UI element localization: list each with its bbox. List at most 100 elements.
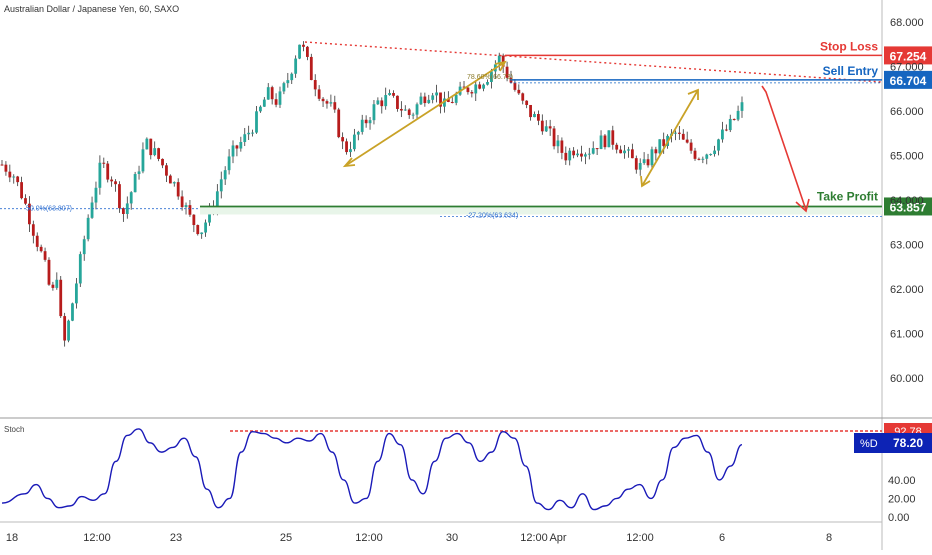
candle-down: [192, 214, 196, 226]
candle-down: [157, 148, 161, 159]
levels-layer: Stop Loss 67.254 Sell Entry 66.704 78.60%(66…: [0, 39, 932, 219]
time-tick-label: 6: [719, 532, 725, 544]
candle-up: [133, 174, 137, 193]
candle-up: [125, 203, 129, 214]
candle-up: [721, 129, 724, 140]
candle-up: [705, 154, 709, 159]
candle-down: [4, 164, 8, 172]
candle-up: [184, 205, 188, 208]
candle-down: [121, 208, 125, 214]
candle-up: [701, 158, 705, 160]
candle-down: [102, 162, 106, 164]
candle-up: [208, 207, 211, 223]
candle-down: [580, 153, 583, 157]
candle-up: [427, 99, 431, 104]
price-tick-label: 68.000: [890, 17, 924, 29]
projection-arrow-head: [795, 198, 810, 213]
candle-down: [337, 109, 341, 138]
candle-down: [537, 113, 540, 121]
candle-down: [478, 84, 482, 89]
candle-down: [396, 95, 399, 109]
candle-down: [513, 82, 517, 90]
stoch-tick-label: 40.00: [888, 475, 916, 487]
candle-down: [47, 259, 51, 285]
candle-up: [255, 111, 258, 133]
candle-up: [129, 192, 133, 204]
candle-up: [356, 131, 360, 135]
trend-arrow-2-head-b: [687, 88, 699, 100]
candle-down: [521, 93, 525, 101]
candle-up: [623, 150, 626, 154]
candle-up: [82, 239, 86, 255]
candle-down: [677, 132, 681, 134]
candle-down: [321, 98, 325, 102]
time-tick-label: 8: [826, 532, 832, 544]
candle-up: [329, 102, 333, 104]
candle-up: [568, 150, 572, 161]
candle-down: [8, 171, 12, 178]
candle-up: [497, 55, 501, 65]
time-tick-label: 12:00: [83, 532, 111, 544]
candle-down: [634, 158, 638, 170]
candle-down: [31, 224, 35, 236]
candle-up: [372, 104, 376, 121]
price-tick-label: 60.000: [890, 373, 924, 385]
candle-up: [474, 84, 478, 94]
candle-up: [266, 87, 270, 100]
time-tick-label: 25: [280, 532, 292, 544]
candle-up: [145, 138, 149, 150]
candle-up: [717, 139, 720, 151]
trend-arrow-2: [641, 89, 699, 187]
candle-up: [349, 149, 352, 153]
fib-618-label: 78.60%(66.73): [467, 74, 513, 81]
price-tick-label: 65.000: [890, 151, 924, 163]
candle-down: [630, 149, 634, 159]
candle-down: [345, 141, 348, 153]
candle-up: [728, 118, 732, 131]
candle-up: [239, 142, 243, 149]
candle-up: [376, 100, 380, 105]
candle-up: [290, 73, 294, 81]
candle-down: [20, 182, 23, 199]
candle-down: [270, 87, 274, 100]
candle-down: [646, 159, 650, 166]
candle-up: [587, 153, 591, 155]
candle-down: [110, 179, 114, 182]
candle-down: [274, 99, 278, 105]
sell-entry-price-box: [884, 70, 932, 89]
sell-entry-price-text: 66.704: [890, 74, 927, 88]
fib-500-label: 50.0%(63.807): [26, 206, 72, 213]
time-tick-label: 12:00: [355, 532, 383, 544]
candle-up: [231, 145, 235, 157]
candles-layer: [0, 41, 744, 347]
time-tick-label: 12:00: [626, 532, 654, 544]
candle-up: [352, 134, 356, 150]
price-tick-label: 64.000: [890, 195, 924, 207]
candle-down: [235, 145, 239, 149]
candle-up: [454, 94, 458, 103]
candle-up: [658, 139, 662, 154]
candle-up: [200, 232, 204, 235]
candle-up: [368, 120, 372, 124]
candle-down: [564, 152, 568, 161]
projection-arrow: [761, 85, 807, 211]
candle-down: [540, 120, 544, 132]
price-tick-label: 61.000: [890, 329, 924, 341]
candle-up: [86, 217, 90, 240]
stoch-d-label: %D: [860, 438, 878, 450]
candle-down: [619, 149, 623, 154]
candle-down: [43, 251, 47, 260]
candle-down: [35, 235, 39, 247]
candle-down: [548, 126, 552, 129]
candle-up: [55, 279, 59, 288]
candle-up: [74, 283, 78, 304]
candle-down: [693, 150, 697, 159]
candle-up: [576, 153, 579, 156]
candle-down: [106, 163, 110, 180]
candle-down: [681, 133, 685, 140]
candle-up: [607, 130, 611, 148]
candle-up: [360, 119, 364, 132]
candle-down: [16, 176, 20, 183]
candle-down: [517, 89, 521, 94]
candle-up: [262, 99, 266, 107]
